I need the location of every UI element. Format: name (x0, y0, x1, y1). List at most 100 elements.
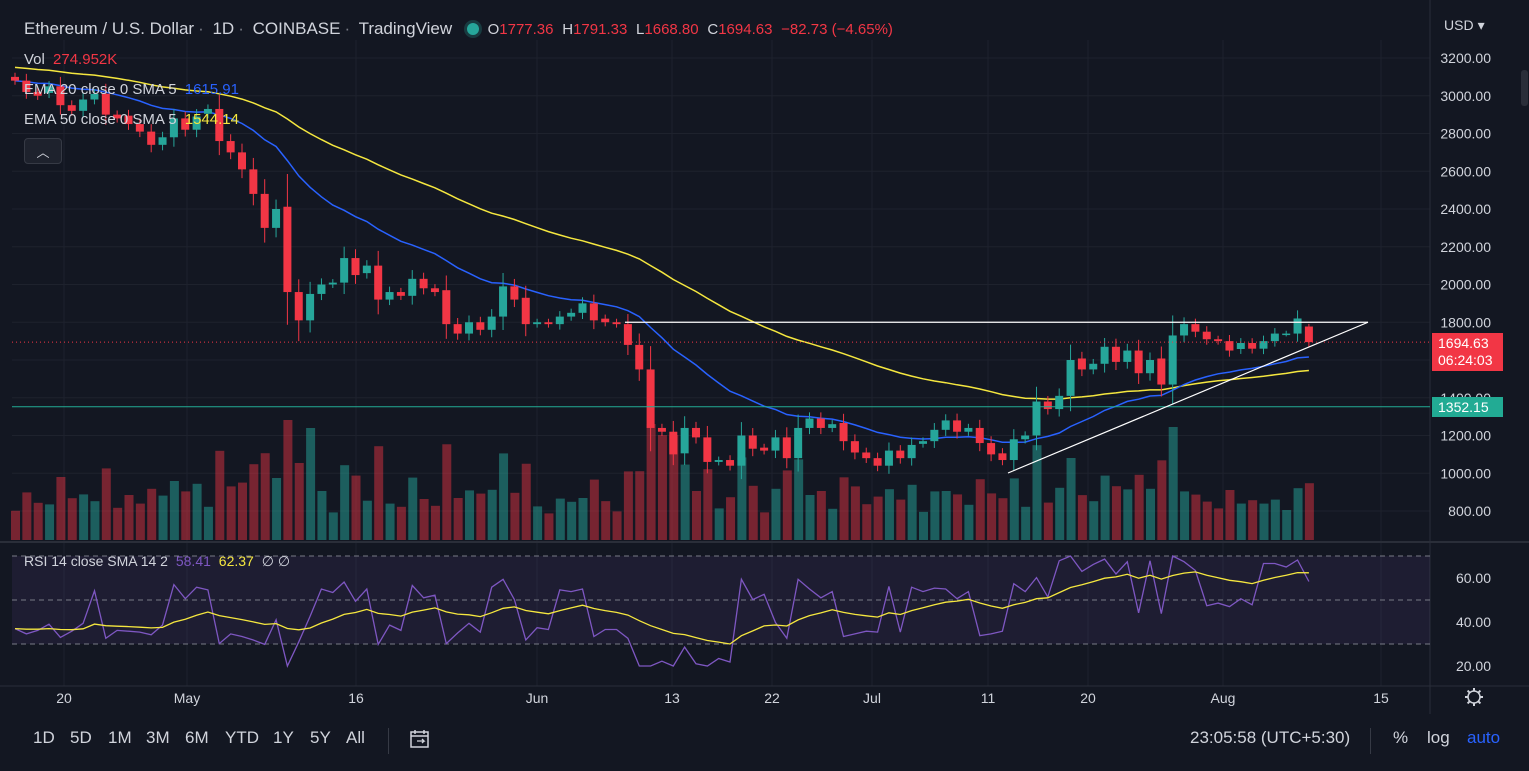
ema50-legend[interactable]: EMA 50 close 0 SMA 5 1544.14 (24, 111, 243, 128)
candle-body[interactable] (1066, 360, 1075, 396)
candle-body[interactable] (510, 286, 519, 300)
candle-body[interactable] (680, 427, 689, 454)
candle-body[interactable] (873, 458, 882, 466)
percent-scale-button[interactable]: % (1393, 728, 1409, 747)
candle-body[interactable] (192, 116, 201, 130)
candle-body[interactable] (726, 460, 735, 466)
candle-body[interactable] (340, 258, 349, 283)
candle-body[interactable] (635, 344, 644, 370)
candle-body[interactable] (22, 80, 31, 92)
candle-body[interactable] (67, 105, 76, 111)
candle-body[interactable] (1089, 363, 1098, 370)
candle-body[interactable] (555, 316, 564, 325)
candle-body[interactable] (135, 124, 144, 132)
candle-body[interactable] (884, 450, 893, 466)
candle-body[interactable] (215, 108, 224, 142)
candle-body[interactable] (90, 93, 99, 100)
candle-body[interactable] (203, 108, 212, 114)
range-1d[interactable]: 1D (33, 728, 55, 747)
candle-body[interactable] (839, 422, 848, 442)
candle-body[interactable] (657, 427, 666, 432)
candle-body[interactable] (612, 322, 621, 325)
candle-body[interactable] (113, 114, 122, 119)
candle-body[interactable] (805, 418, 814, 428)
candle-body[interactable] (476, 322, 485, 330)
candle-body[interactable] (181, 118, 190, 130)
scale-handle[interactable] (1521, 70, 1528, 106)
range-5d[interactable]: 5D (70, 728, 92, 747)
candle-body[interactable] (544, 322, 553, 325)
candle-body[interactable] (56, 86, 65, 106)
candle-body[interactable] (669, 431, 678, 455)
candle-body[interactable] (907, 444, 916, 459)
candle-body[interactable] (283, 206, 292, 293)
candle-body[interactable] (408, 278, 417, 296)
rsi-legend[interactable]: RSI 14 close SMA 14 2 58.41 62.37 ∅ ∅ (24, 553, 294, 570)
gear-icon[interactable] (1465, 688, 1483, 706)
candle-body[interactable] (930, 429, 939, 442)
candle-body[interactable] (737, 435, 746, 466)
candle-body[interactable] (1100, 346, 1109, 364)
candle-body[interactable] (1123, 350, 1132, 362)
candle-body[interactable] (1304, 326, 1313, 343)
candle-body[interactable] (998, 453, 1007, 461)
range-3m[interactable]: 3M (146, 728, 170, 747)
candle-body[interactable] (601, 318, 610, 323)
interval[interactable]: 1D (212, 19, 235, 38)
candle-body[interactable] (328, 282, 337, 285)
candle-body[interactable] (465, 322, 473, 334)
candle-body[interactable] (396, 292, 405, 296)
clock-timezone[interactable]: 23:05:58 (UTC+5:30) (1190, 728, 1351, 747)
candle-body[interactable] (703, 437, 712, 462)
auto-scale-button[interactable]: auto (1467, 728, 1501, 747)
candle-body[interactable] (850, 441, 859, 453)
candle-body[interactable] (1077, 358, 1086, 370)
candle-body[interactable] (385, 292, 394, 300)
ema20-legend[interactable]: EMA 20 close 0 SMA 5 1615.91 (24, 81, 243, 98)
candle-body[interactable] (1021, 435, 1030, 440)
range-5y[interactable]: 5Y (310, 728, 331, 747)
candle-body[interactable] (521, 297, 530, 325)
candle-body[interactable] (1111, 346, 1120, 362)
candle-body[interactable] (374, 265, 383, 300)
candle-body[interactable] (828, 424, 837, 428)
candle-body[interactable] (158, 137, 167, 145)
candle-body[interactable] (11, 76, 19, 81)
range-1m[interactable]: 1M (108, 728, 132, 747)
candle-body[interactable] (169, 118, 178, 138)
candle-body[interactable] (578, 303, 587, 313)
candle-body[interactable] (351, 258, 360, 276)
candle-body[interactable] (1055, 395, 1064, 410)
candle-body[interactable] (623, 324, 632, 345)
log-scale-button[interactable]: log (1427, 728, 1450, 747)
candle-body[interactable] (714, 460, 723, 462)
symbol-name[interactable]: Ethereum / U.S. Dollar (24, 19, 195, 38)
candle-body[interactable] (419, 278, 428, 289)
candle-body[interactable] (975, 427, 984, 444)
range-1y[interactable]: 1Y (273, 728, 294, 747)
candle-body[interactable] (79, 99, 88, 111)
candle-body[interactable] (919, 441, 927, 444)
candle-body[interactable] (1043, 401, 1052, 410)
candle-body[interactable] (430, 288, 439, 293)
range-all[interactable]: All (346, 728, 365, 747)
candle-body[interactable] (1146, 360, 1154, 374)
candle-body[interactable] (33, 91, 42, 96)
candle-body[interactable] (249, 169, 258, 194)
candle-body[interactable] (238, 152, 246, 170)
candle-body[interactable] (987, 443, 996, 455)
candle-body[interactable] (45, 86, 54, 93)
candle-body[interactable] (1259, 341, 1268, 349)
volume-legend[interactable]: Vol 274.952K (24, 51, 121, 68)
candle-body[interactable] (294, 292, 303, 321)
candle-body[interactable] (589, 303, 598, 321)
candle-body[interactable] (964, 427, 973, 432)
candle-body[interactable] (1157, 358, 1166, 385)
candle-body[interactable] (896, 450, 905, 459)
range-6m[interactable]: 6M (185, 728, 209, 747)
candle-body[interactable] (692, 427, 700, 438)
candle-body[interactable] (499, 286, 508, 317)
support-trendline[interactable] (1007, 321, 1369, 474)
range-ytd[interactable]: YTD (225, 728, 259, 747)
